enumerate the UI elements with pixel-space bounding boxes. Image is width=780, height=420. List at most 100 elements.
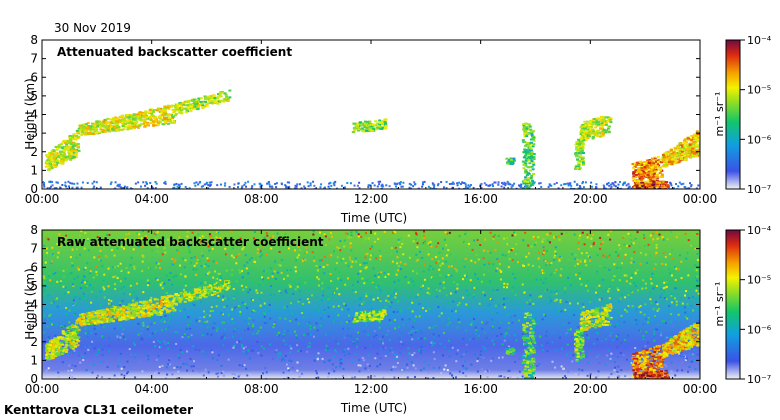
surface-speck bbox=[180, 182, 183, 185]
cloud-speck bbox=[652, 186, 656, 189]
cloud-speck bbox=[641, 182, 645, 185]
surface-speck bbox=[421, 183, 424, 186]
cloud-speck bbox=[50, 156, 54, 159]
cloud-speck bbox=[686, 153, 690, 156]
noise-speck bbox=[125, 266, 128, 269]
cloud-speck bbox=[532, 181, 536, 184]
noise-speck bbox=[231, 247, 234, 250]
noise-speck bbox=[227, 358, 230, 361]
noise-speck bbox=[412, 329, 415, 332]
noise-speck bbox=[236, 312, 239, 315]
cloud-speck bbox=[118, 120, 122, 123]
noise-speck bbox=[223, 306, 226, 309]
noise-speck bbox=[286, 309, 289, 312]
cloud-speck bbox=[653, 162, 657, 165]
surface-speck bbox=[603, 187, 606, 189]
noise-speck bbox=[380, 281, 383, 284]
noise-speck bbox=[527, 244, 530, 247]
noise-speck bbox=[581, 231, 584, 234]
noise-speck bbox=[555, 298, 558, 301]
noise-speck bbox=[215, 329, 218, 332]
noise-speck bbox=[556, 312, 559, 315]
noise-speck bbox=[157, 262, 160, 265]
surface-speck bbox=[502, 183, 505, 186]
surface-speck bbox=[193, 182, 196, 185]
noise-speck bbox=[153, 330, 156, 333]
noise-speck bbox=[387, 295, 390, 298]
noise-speck bbox=[174, 330, 177, 333]
noise-speck bbox=[553, 331, 556, 334]
noise-speck bbox=[238, 268, 241, 271]
noise-speck bbox=[464, 242, 467, 245]
cloud-speck bbox=[524, 127, 528, 130]
noise-speck bbox=[483, 331, 486, 334]
cloud-speck bbox=[383, 119, 387, 122]
cloud-speck bbox=[532, 136, 536, 139]
noise-speck bbox=[200, 240, 203, 243]
noise-speck bbox=[304, 246, 307, 249]
noise-speck bbox=[43, 341, 46, 344]
surface-speck bbox=[93, 185, 96, 188]
noise-speck bbox=[216, 375, 219, 378]
noise-speck bbox=[120, 245, 123, 248]
noise-speck bbox=[671, 248, 674, 251]
surface-speck bbox=[149, 181, 152, 184]
cloud-speck bbox=[687, 150, 691, 153]
noise-speck bbox=[612, 338, 615, 341]
surface-speck bbox=[134, 182, 137, 185]
cloud-speck bbox=[675, 155, 679, 158]
noise-speck bbox=[219, 279, 222, 282]
noise-speck bbox=[568, 321, 571, 324]
noise-speck bbox=[296, 344, 299, 347]
noise-speck bbox=[68, 309, 71, 312]
cloud-speck bbox=[694, 136, 698, 139]
cloud-speck bbox=[68, 136, 72, 139]
cloud-speck bbox=[75, 152, 79, 155]
cloud-speck bbox=[642, 166, 646, 169]
noise-speck bbox=[400, 340, 403, 343]
noise-speck bbox=[412, 270, 415, 273]
noise-speck bbox=[529, 294, 532, 297]
noise-speck bbox=[552, 258, 555, 261]
noise-speck bbox=[439, 264, 442, 267]
cloud-speck bbox=[506, 161, 510, 164]
noise-speck bbox=[279, 352, 282, 355]
cloud-speck bbox=[651, 166, 655, 169]
noise-speck bbox=[607, 376, 610, 379]
noise-speck bbox=[248, 357, 251, 360]
cloud-speck bbox=[63, 149, 67, 152]
cloud-speck bbox=[666, 185, 670, 188]
surface-speck bbox=[330, 184, 333, 187]
noise-speck bbox=[95, 273, 98, 276]
noise-speck bbox=[468, 314, 471, 317]
noise-speck bbox=[507, 322, 510, 325]
noise-speck bbox=[538, 267, 541, 270]
noise-speck bbox=[567, 328, 570, 331]
cloud-speck bbox=[46, 165, 50, 168]
cloud-speck bbox=[698, 148, 700, 151]
surface-speck bbox=[613, 184, 616, 187]
cloud-speck bbox=[677, 148, 681, 151]
noise-speck bbox=[274, 260, 277, 263]
noise-speck bbox=[511, 259, 514, 262]
noise-speck bbox=[61, 361, 64, 364]
surface-speck bbox=[332, 182, 335, 185]
cloud-speck bbox=[56, 148, 60, 151]
cloud-speck bbox=[186, 101, 190, 104]
noise-speck bbox=[369, 258, 372, 261]
noise-speck bbox=[119, 352, 122, 355]
noise-speck bbox=[189, 320, 192, 323]
noise-speck bbox=[432, 366, 435, 369]
surface-speck bbox=[492, 185, 495, 188]
cloud-speck bbox=[692, 143, 696, 146]
noise-speck bbox=[97, 348, 100, 351]
noise-speck bbox=[529, 298, 532, 301]
cloud-speck bbox=[593, 134, 597, 137]
cloud-speck bbox=[530, 165, 534, 168]
noise-speck bbox=[474, 273, 477, 276]
cloud-speck bbox=[105, 122, 109, 125]
noise-speck bbox=[649, 318, 652, 321]
noise-speck bbox=[406, 376, 409, 379]
noise-speck bbox=[656, 274, 659, 277]
noise-speck bbox=[540, 344, 543, 347]
